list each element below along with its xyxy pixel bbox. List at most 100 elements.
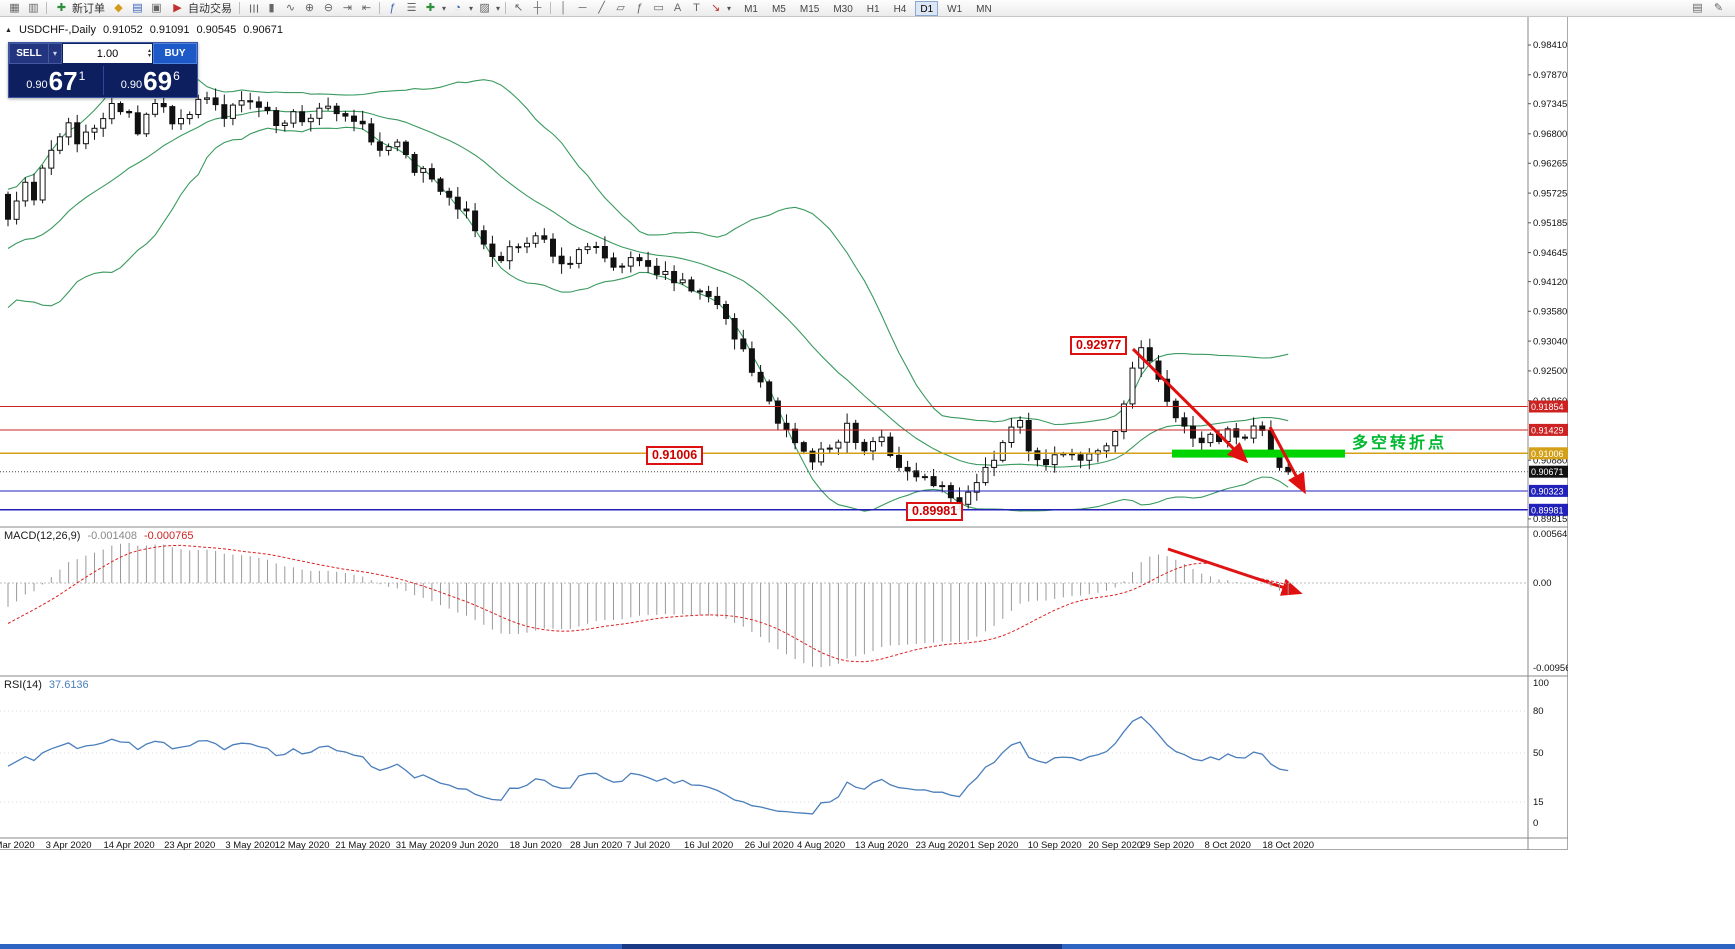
- autotrade-button[interactable]: ▶ 自动交易: [168, 0, 234, 16]
- taskbar-strip[interactable]: [0, 944, 1735, 949]
- horizontal-line-tool-icon[interactable]: ─: [578, 1, 587, 14]
- low-value: 0.90545: [196, 24, 237, 36]
- trend-arrow-1: [1131, 347, 1249, 464]
- navigator-icon[interactable]: ▤: [132, 1, 143, 14]
- rsi-axis-label: 100: [1533, 678, 1549, 689]
- sell-price-sup: 1: [78, 69, 86, 83]
- toolbar-separator: [550, 2, 552, 14]
- price-tag: [1529, 465, 1568, 478]
- svg-text:0.90323: 0.90323: [1531, 486, 1564, 496]
- sell-price-big: 67: [48, 66, 78, 96]
- chevron-down-icon[interactable]: ▾: [442, 3, 447, 13]
- timeframe-m15[interactable]: M15: [799, 3, 820, 15]
- rsi-axis-label: 15: [1533, 797, 1544, 808]
- macd-value-1: -0.001408: [87, 530, 137, 542]
- chevron-down-icon[interactable]: ▾: [49, 43, 62, 64]
- pencil-icon[interactable]: ✎: [1713, 1, 1724, 14]
- timeframe-m30[interactable]: M30: [833, 3, 853, 15]
- indicator-windows-icon[interactable]: ☰: [406, 1, 417, 14]
- timeframe-w1[interactable]: W1: [947, 3, 963, 15]
- date-axis-label: 4 Aug 2020: [797, 840, 845, 850]
- candlestick-chart-icon[interactable]: ▮: [268, 1, 275, 14]
- trendline-tool-icon[interactable]: ╱: [598, 1, 605, 14]
- bar-chart-icon[interactable]: ☰: [247, 3, 259, 13]
- document-icon[interactable]: ▤: [1692, 1, 1703, 14]
- price-axis-label: 0.96265: [1533, 159, 1567, 170]
- new-chart-icon[interactable]: ▦: [9, 1, 20, 14]
- svg-text:0.90671: 0.90671: [1531, 467, 1564, 477]
- template-icon[interactable]: ▨: [479, 1, 490, 14]
- price-axis-label: 0.95185: [1533, 218, 1567, 229]
- chart-header: ▲ USDCHF-,Daily 0.91052 0.91091 0.90545 …: [5, 24, 283, 36]
- price-axis-label: 0.95725: [1533, 188, 1567, 199]
- sell-price-small: 0.90: [26, 79, 48, 91]
- rsi-line: [7, 716, 1289, 815]
- arrows-tool-icon[interactable]: ↘: [710, 1, 721, 14]
- text-tool-icon[interactable]: A: [673, 1, 682, 14]
- one-click-trading-panel: SELL ▾ 1.00 ▴ ▾ BUY 0.90 67 1 0.90 69 6: [8, 42, 198, 98]
- chevron-down-icon[interactable]: ▾: [469, 3, 474, 13]
- trend-arrow-2: [1268, 426, 1306, 495]
- spin-up-icon[interactable]: ▴: [147, 47, 151, 54]
- date-axis-label: 3 May 2020: [225, 840, 275, 850]
- period-clock-icon[interactable]: ◔: [454, 1, 461, 14]
- timeframe-mn[interactable]: MN: [976, 3, 992, 15]
- timeframe-group: M1 M5 M15 M30 H1 H4 D1 W1 MN: [735, 0, 1001, 16]
- timeframe-m5[interactable]: M5: [771, 3, 786, 15]
- timeframe-d1[interactable]: D1: [915, 0, 939, 16]
- chart-window: 0.98410 0.97870 0.97345 0.96800 0.96265 0.957…: [0, 17, 1568, 850]
- date-axis-label: 18 Oct 2020: [1262, 840, 1314, 850]
- sell-button[interactable]: SELL: [9, 43, 49, 64]
- date-axis-label: 28 Jun 2020: [570, 840, 622, 850]
- macd-signal-line: [7, 544, 1289, 663]
- chevron-down-icon[interactable]: ▾: [496, 3, 501, 13]
- sell-price-display[interactable]: 0.90 67 1: [9, 64, 103, 97]
- profiles-icon[interactable]: ▥: [28, 1, 39, 14]
- peak-price-annotation[interactable]: 0.92977: [1070, 336, 1128, 355]
- market-watch-icon[interactable]: ◆: [114, 1, 123, 14]
- new-order-button[interactable]: ✚ 新订单: [52, 0, 107, 16]
- taskbar-active-segment[interactable]: [622, 944, 1062, 949]
- pivot-text-annotation[interactable]: 多空转折点: [1352, 435, 1448, 452]
- new-order-label: 新订单: [72, 3, 105, 15]
- buy-price-display[interactable]: 0.90 69 6: [104, 64, 198, 97]
- chart-marker-icon: ▲: [5, 26, 12, 34]
- price-axis-label: 0.93580: [1533, 307, 1567, 318]
- chart-canvas[interactable]: 0.98410 0.97870 0.97345 0.96800 0.96265 0.957…: [0, 17, 1568, 850]
- chevron-down-icon[interactable]: ▾: [727, 3, 732, 13]
- buy-button[interactable]: BUY: [153, 43, 197, 64]
- svg-text:0.91854: 0.91854: [1531, 402, 1564, 412]
- timeframe-h1[interactable]: H1: [866, 3, 880, 15]
- timeframe-h4[interactable]: H4: [893, 3, 907, 15]
- zoom-in-icon[interactable]: ⊕: [304, 1, 315, 14]
- support-price-annotation[interactable]: 0.91006: [646, 446, 704, 465]
- spin-down-icon[interactable]: ▾: [147, 52, 151, 59]
- vertical-line-tool-icon[interactable]: │: [560, 1, 567, 14]
- volume-value: 1.00: [96, 47, 119, 60]
- volume-stepper[interactable]: ▴ ▾: [148, 44, 151, 63]
- open-value: 0.91052: [102, 24, 143, 36]
- chart-shift-icon[interactable]: ⇤: [361, 1, 372, 14]
- auto-scroll-icon[interactable]: ⇥: [342, 1, 353, 14]
- line-chart-icon[interactable]: ∿: [285, 1, 296, 14]
- indicators-icon[interactable]: ƒ: [389, 1, 396, 14]
- main-panel: [0, 67, 1528, 512]
- price-tag: [1529, 400, 1568, 413]
- low-price-annotation[interactable]: 0.89981: [906, 502, 964, 521]
- crosshair-icon[interactable]: ┼: [533, 1, 542, 14]
- volume-input[interactable]: 1.00 ▴ ▾: [63, 44, 152, 63]
- cursor-icon[interactable]: ↖: [513, 1, 524, 14]
- shapes-tool-icon[interactable]: ▭: [653, 1, 664, 14]
- zoom-out-icon[interactable]: ⊖: [323, 1, 334, 14]
- add-indicator-icon[interactable]: ✚: [425, 1, 436, 14]
- price-axis-label: 0.92500: [1533, 366, 1567, 377]
- timeframe-m1[interactable]: M1: [744, 3, 758, 15]
- terminal-icon[interactable]: ▣: [151, 1, 162, 14]
- date-axis-label: 10 Sep 2020: [1028, 840, 1082, 850]
- price-axis-label: 0.93040: [1533, 336, 1567, 347]
- new-order-icon: ✚: [56, 1, 67, 14]
- macd-value-2: -0.000765: [143, 530, 194, 542]
- label-tool-icon[interactable]: T: [693, 1, 700, 14]
- channel-tool-icon[interactable]: ▱: [616, 1, 625, 14]
- fibonacci-tool-icon[interactable]: ƒ: [636, 1, 643, 14]
